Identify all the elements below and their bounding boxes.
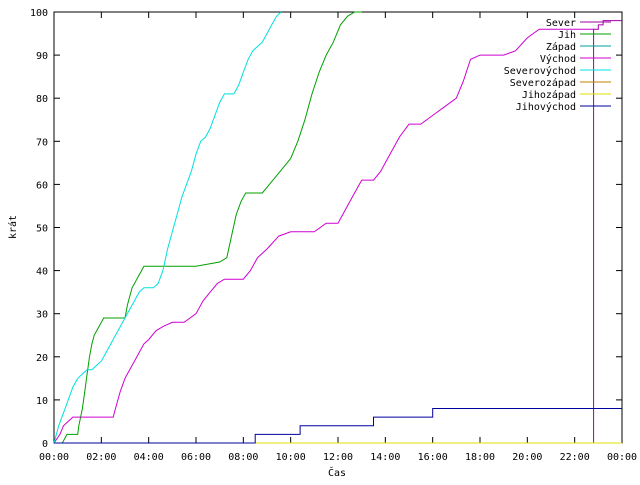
legend-label-sever: Sever [546,18,576,29]
x-tick-label: 00:00 [607,452,637,463]
x-axis-label: Čas [328,466,346,479]
y-tick-label: 70 [36,137,48,148]
legend-label-jihozapad: Jihozápad [522,89,576,101]
x-tick-label: 20:00 [512,452,542,463]
x-tick-label: 10:00 [276,452,306,463]
legend-label-severovychod: Severovýchod [504,65,576,77]
y-tick-label: 20 [36,353,48,364]
x-tick-label: 02:00 [86,452,116,463]
series-line-sever [54,20,622,444]
x-tick-label: 18:00 [465,452,495,463]
y-tick-label: 80 [36,94,48,105]
y-tick-label: 50 [36,224,48,235]
x-tick-label: 14:00 [370,452,400,463]
y-tick-label: 40 [36,267,48,278]
x-tick-label: 08:00 [228,452,258,463]
y-tick-label: 30 [36,310,48,321]
y-tick-label: 100 [30,8,48,19]
x-tick-label: 12:00 [323,452,353,463]
legend-label-vychod: Východ [540,53,576,65]
x-tick-label: 06:00 [181,452,211,463]
series-line-vychod [53,28,594,444]
x-tick-label: 00:00 [39,452,69,463]
y-tick-label: 10 [36,396,48,407]
x-tick-label: 22:00 [560,452,590,463]
y-axis-label: krát [7,215,19,239]
series-line-jihovychod [54,408,622,444]
y-tick-label: 90 [36,51,48,62]
legend-label-jih: Jih [558,30,576,41]
y-tick-label: 0 [42,439,48,450]
x-tick-label: 16:00 [418,452,448,463]
series-line-severovychod [53,11,282,444]
x-tick-label: 04:00 [134,452,164,463]
legend-label-severozapad: Severozápad [510,77,576,89]
series-line-jih [54,11,362,444]
y-tick-label: 60 [36,180,48,191]
legend-label-jihovychod: Jihovýchod [516,101,576,113]
legend-label-zapad: Západ [546,41,576,53]
